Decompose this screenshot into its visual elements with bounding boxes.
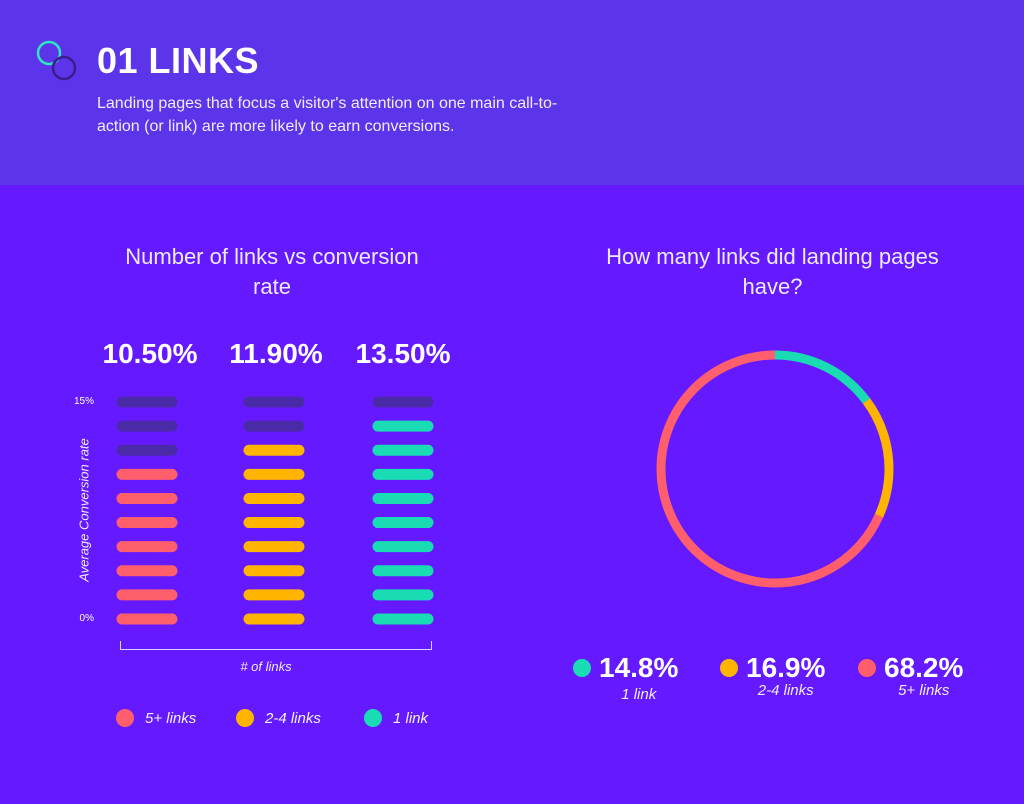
legend-dot	[364, 709, 382, 727]
bar-chart-legend: 5+ links 2-4 links 1 link	[116, 709, 456, 731]
page-subtitle: Landing pages that focus a visitor's att…	[97, 95, 558, 135]
legend-label: 2-4 links	[265, 709, 321, 727]
bar-value-label: 11.90%	[229, 338, 323, 369]
slice-percent: 16.9%	[746, 652, 826, 683]
bar-value-label: 13.50%	[355, 338, 451, 369]
donut-legend-item-1: 14.8% 1 link	[573, 652, 678, 703]
x-axis-label: # of links	[240, 659, 292, 674]
legend-dot	[720, 659, 738, 677]
bar-value-label: 10.50%	[102, 338, 198, 369]
y-tick-label: 0%	[79, 613, 94, 624]
donut-legend-item-5-plus: 68.2% 5+ links	[858, 652, 963, 699]
legend-item-5-plus: 5+ links	[116, 709, 196, 727]
slice-percent: 14.8%	[599, 652, 679, 683]
donut-chart-title: How many links did landing pages have?	[606, 244, 939, 299]
donut-slice	[656, 350, 894, 588]
donut-slice	[656, 350, 894, 588]
slice-label: 2-4 links	[757, 682, 814, 699]
legend-dot	[116, 709, 134, 727]
legend-dot	[573, 659, 591, 677]
x-axis-bracket	[120, 641, 432, 650]
legend-dot	[858, 659, 876, 677]
legend-label: 1 link	[393, 709, 429, 727]
y-tick-label: 15%	[73, 396, 94, 407]
slice-percent: 68.2%	[884, 652, 964, 683]
page-title: 01 LINKS	[97, 40, 260, 81]
donut-legend-item-2-4: 16.9% 2-4 links	[720, 652, 825, 699]
slice-label: 5+ links	[898, 682, 950, 699]
legend-item-1: 1 link	[364, 709, 428, 727]
legend-dot	[236, 709, 254, 727]
overlapping-circles-icon	[36, 40, 77, 81]
legend-item-2-4: 2-4 links	[236, 709, 321, 727]
bar-chart-title: Number of links vs conversion rate	[125, 244, 419, 299]
legend-label: 5+ links	[145, 709, 197, 727]
donut-chart	[656, 350, 894, 588]
slice-label: 1 link	[621, 686, 657, 703]
header-banner: 01 LINKS Landing pages that focus a visi…	[0, 0, 1024, 185]
